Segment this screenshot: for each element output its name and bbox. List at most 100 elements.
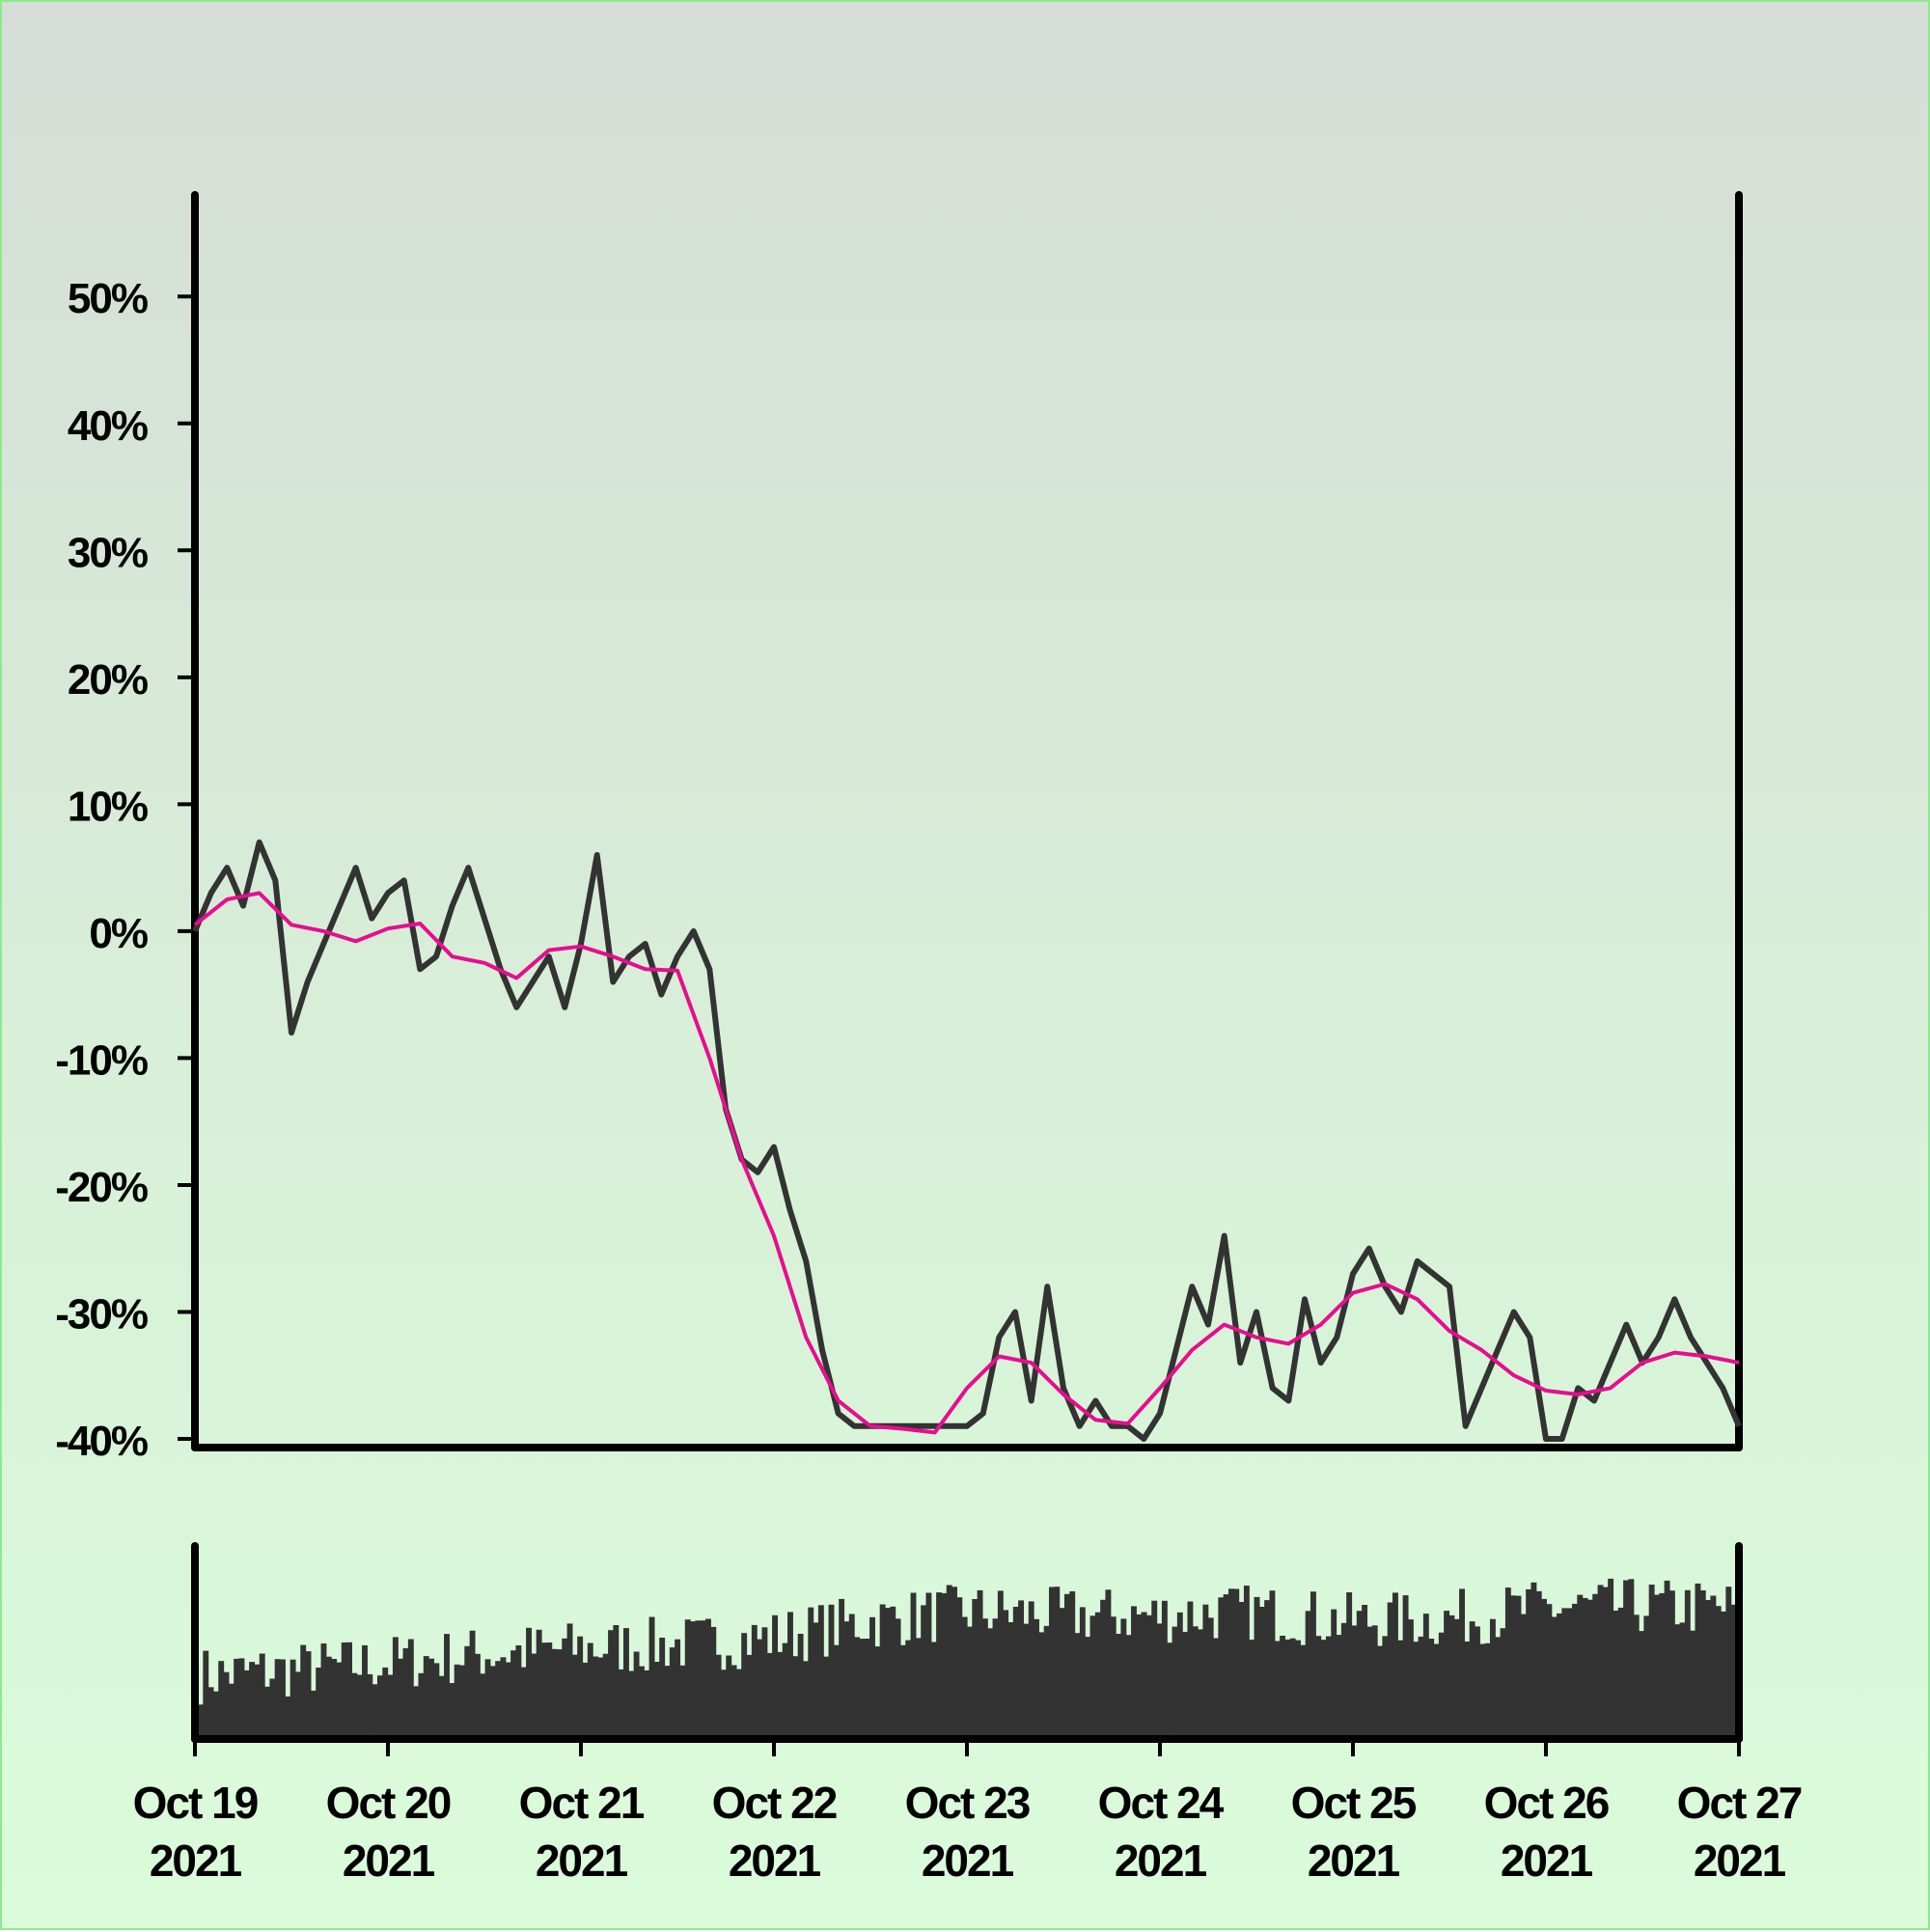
volume-bar [1510, 1595, 1517, 1739]
volume-bar [593, 1656, 599, 1739]
volume-bar [290, 1659, 296, 1739]
volume-bar [1145, 1615, 1152, 1739]
volume-bar [418, 1672, 425, 1739]
volume-bar [946, 1585, 952, 1739]
volume-bar [1684, 1589, 1691, 1739]
volume-bar [1535, 1590, 1542, 1739]
x-tick-label-year: 2021 [343, 1835, 435, 1886]
volume-bar [540, 1642, 547, 1739]
volume-bar [320, 1643, 327, 1739]
volume-bar [387, 1674, 394, 1739]
x-tick-label-date: Oct 22 [712, 1778, 837, 1828]
volume-bar [930, 1642, 937, 1739]
y-tick-label: 0% [89, 910, 147, 957]
volume-bar [1258, 1607, 1265, 1739]
volume-bar [710, 1626, 717, 1739]
volume-bar [1623, 1580, 1630, 1739]
volume-bar [1444, 1611, 1450, 1739]
volume-bar [1305, 1611, 1311, 1739]
volume-bar [1489, 1618, 1496, 1739]
volume-bar [331, 1659, 338, 1739]
volume-bar [1520, 1614, 1527, 1739]
volume-bar [890, 1606, 896, 1739]
volume-bar [1079, 1607, 1086, 1739]
volume-bar [664, 1666, 671, 1739]
volume-bar [1453, 1618, 1460, 1739]
volume-bar [653, 1662, 660, 1739]
volume-bar [1397, 1640, 1404, 1739]
volume-bar [1479, 1643, 1486, 1739]
volume-bar [992, 1618, 999, 1739]
volume-bar [536, 1629, 542, 1739]
volume-bar [341, 1642, 347, 1739]
x-tick-label-date: Oct 27 [1677, 1778, 1802, 1828]
volume-bar [1613, 1610, 1619, 1739]
volume-bar [618, 1669, 624, 1739]
volume-bar [1331, 1609, 1337, 1739]
volume-bar [1475, 1626, 1480, 1739]
volume-bar [859, 1639, 866, 1739]
volume-bar [1592, 1593, 1599, 1739]
volume-bar [234, 1658, 240, 1739]
volume-bar [1628, 1579, 1635, 1739]
volume-bar [1018, 1600, 1025, 1739]
y-tick-label: -30% [55, 1290, 148, 1338]
volume-bar [1469, 1621, 1475, 1739]
x-tick-label-year: 2021 [1501, 1835, 1593, 1886]
volume-bar [280, 1659, 286, 1739]
x-tick-label-year: 2021 [729, 1835, 821, 1886]
volume-bar [1054, 1587, 1061, 1739]
volume-bar [864, 1639, 870, 1739]
volume-bar [1648, 1585, 1655, 1739]
volume-bar [484, 1659, 491, 1739]
volume-bar [1428, 1639, 1435, 1739]
moving-average-line [193, 891, 1740, 1435]
volume-bar [1602, 1587, 1609, 1739]
volume-bar [407, 1639, 414, 1739]
volume-bar [274, 1659, 281, 1739]
volume-bar [1254, 1596, 1260, 1739]
volume-bar [1438, 1632, 1445, 1739]
y-tick-label: 10% [68, 783, 148, 830]
volume-bar [1310, 1591, 1316, 1739]
volume-bar [254, 1664, 261, 1739]
volume-bar [1356, 1611, 1363, 1739]
volume-bar [1069, 1591, 1076, 1739]
volume-bar [505, 1662, 511, 1739]
volume-bar [346, 1642, 352, 1739]
volume-bar [1049, 1587, 1055, 1739]
volume-bar [1500, 1628, 1506, 1739]
volume-bar [633, 1651, 640, 1739]
volume-bar [454, 1664, 460, 1739]
volume-bar [433, 1663, 440, 1739]
volume-bar [813, 1622, 819, 1739]
volume-bar [203, 1650, 209, 1739]
volume-bar [1043, 1625, 1050, 1739]
volume-bar [879, 1604, 886, 1739]
volume-bar [921, 1605, 927, 1739]
volume-bar [1131, 1606, 1137, 1739]
volume-bar [1274, 1641, 1281, 1739]
volume-bar [1182, 1632, 1189, 1739]
volume-bar [1063, 1593, 1070, 1739]
volume-bar [1172, 1626, 1178, 1739]
volume-bar [1136, 1614, 1143, 1739]
volume-bar [1721, 1611, 1726, 1739]
volume-bar [223, 1671, 230, 1739]
x-tick-label-date: Oct 23 [905, 1778, 1030, 1828]
volume-bar [1038, 1632, 1045, 1739]
volume-bar [1433, 1643, 1440, 1739]
volume-bar [1346, 1592, 1353, 1739]
volume-bar [1094, 1612, 1101, 1739]
volume-bar [623, 1628, 629, 1739]
volume-bar [562, 1638, 568, 1739]
volume-bar [428, 1658, 435, 1739]
volume-bar [382, 1667, 389, 1739]
volume-bar [802, 1661, 809, 1739]
volume-bar [792, 1656, 799, 1739]
volume-bar [515, 1645, 522, 1739]
volume-bar [1315, 1636, 1322, 1739]
volume-bar [1659, 1592, 1666, 1739]
